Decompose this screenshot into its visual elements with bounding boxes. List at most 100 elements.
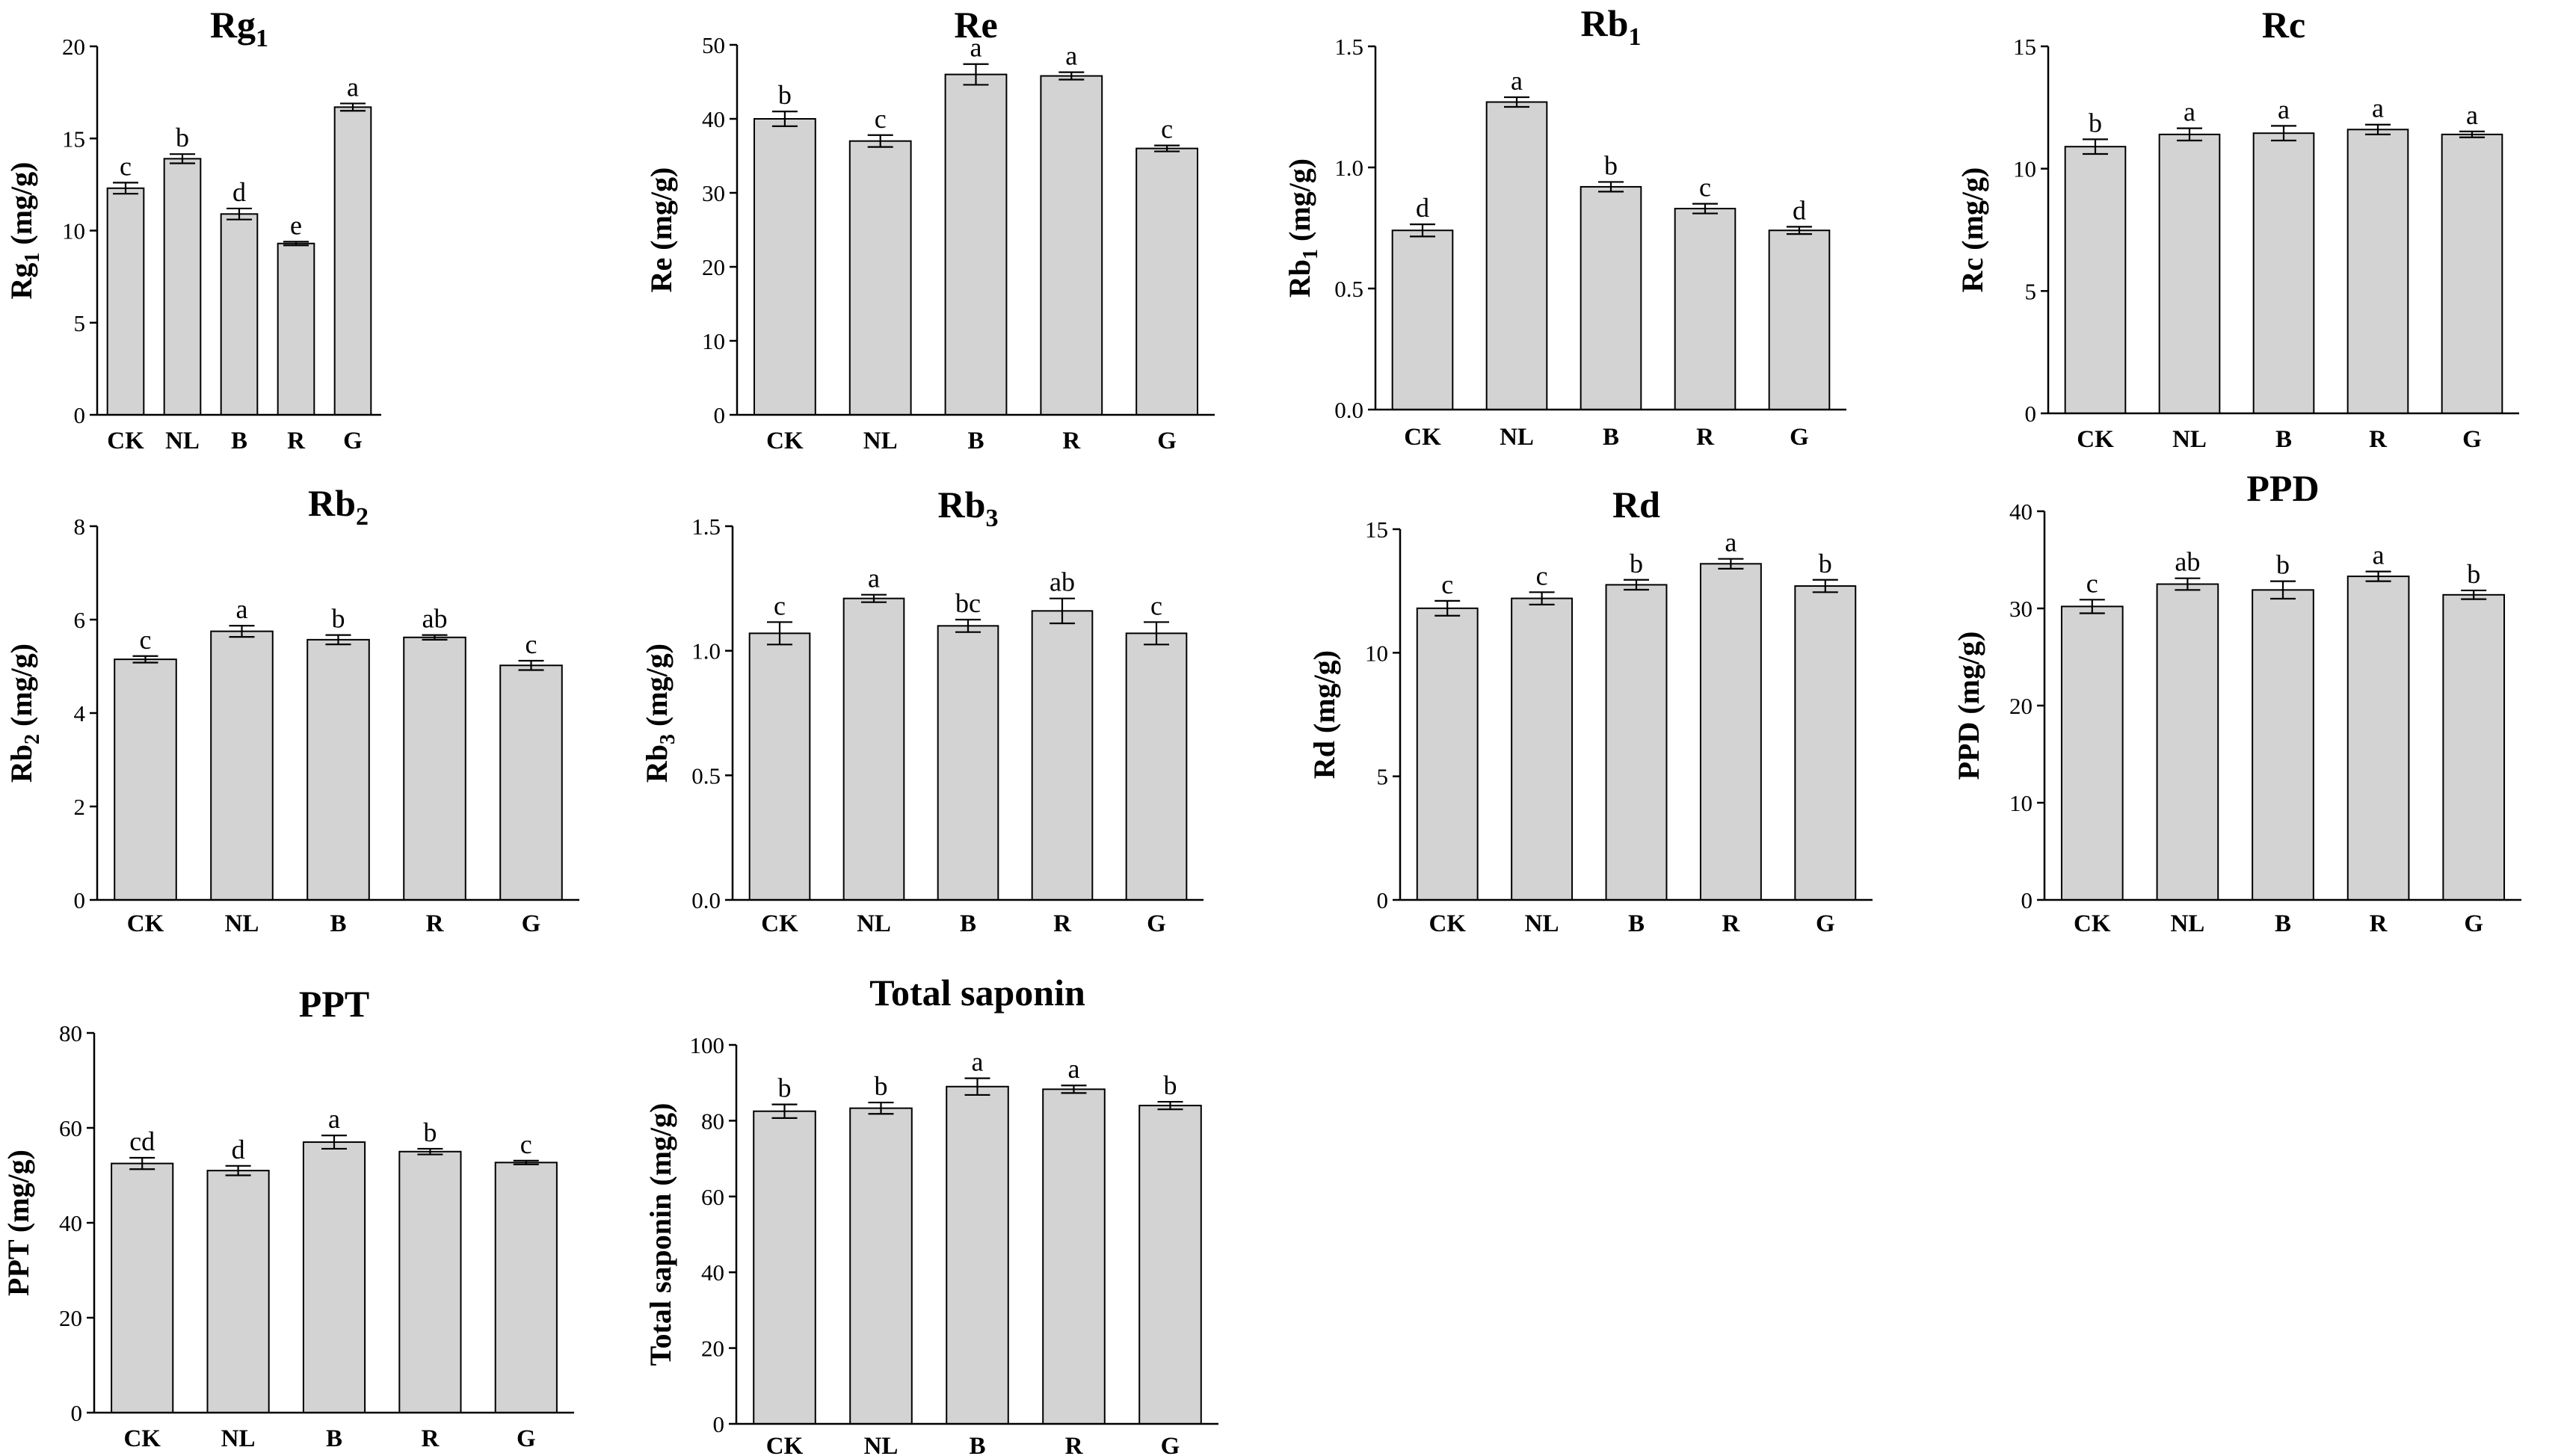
rb1-bar-g <box>1768 229 1831 410</box>
rb3-bar-b <box>937 625 999 901</box>
rg1-ytick-label: 5 <box>74 310 86 336</box>
ppd-title: PPD <box>2246 467 2319 509</box>
ppd-ylabel: PPD (mg/g) <box>1952 632 1985 780</box>
rg1-ytick-label: 0 <box>74 402 86 428</box>
rb2-errorbar-r <box>422 634 448 641</box>
ppt-bar-ck <box>111 1162 174 1413</box>
rb3-ylabel: Rb3 (mg/g) <box>640 644 679 783</box>
ppd-ytick-label: 0 <box>2021 887 2033 913</box>
rb2-bar-b <box>306 638 370 901</box>
rb3-bar-nl <box>842 597 905 901</box>
rb1-xtick-r: R <box>1696 424 1715 451</box>
rb2-xtick-b: B <box>330 910 346 937</box>
rb1-xtick-nl: NL <box>1500 424 1534 451</box>
re-errorbar-g <box>1154 144 1180 152</box>
rb1-ytick-label: 1.5 <box>1334 34 1363 60</box>
rb3-sig-nl: a <box>868 564 880 593</box>
ppt-errorbar-nl <box>225 1165 251 1176</box>
re-bar-b <box>944 73 1008 416</box>
re-errorbar-r <box>1058 71 1085 81</box>
re-bar-nl <box>848 140 912 416</box>
rd-bar-nl <box>1511 597 1574 901</box>
ppt-ytick-label: 20 <box>59 1305 82 1331</box>
ppt-ytick-label: 40 <box>59 1210 82 1236</box>
ppd-errorbar-nl <box>2175 577 2201 591</box>
rb3-sig-ck: c <box>774 590 786 620</box>
chart-ppd: PPD PPD (mg/g) c CK ab NL b Ba Rb G 0 10 20 30 40 <box>1952 467 2521 937</box>
rg1-sig-ck: c <box>120 151 132 181</box>
total-saponin-errorbar-nl <box>868 1101 894 1115</box>
rd-errorbar-nl <box>1529 591 1555 605</box>
re-sig-b: a <box>970 33 982 63</box>
rb3-xtick-r: R <box>1053 910 1072 937</box>
re-errorbar-b <box>963 63 989 86</box>
rg1-title: Rg1 <box>210 4 268 52</box>
re-bar-r <box>1040 75 1103 416</box>
rb2-sig-nl: a <box>236 594 248 624</box>
total-saponin-errorbar-r <box>1061 1085 1087 1094</box>
rb1-errorbar-b <box>1598 181 1624 193</box>
ppd-xtick-r: R <box>2370 910 2388 937</box>
rg1-xtick-nl: NL <box>165 428 200 454</box>
ppd-xtick-nl: NL <box>2170 910 2204 937</box>
rb3-sig-r: ab <box>1050 567 1075 597</box>
rb1-sig-nl: a <box>1511 66 1523 96</box>
total-saponin-sig-g: b <box>1164 1070 1177 1100</box>
rg1-bar-nl <box>163 158 202 416</box>
rd-sig-nl: c <box>1536 561 1548 590</box>
rb1-bar-nl <box>1485 101 1548 411</box>
rg1-ytick-label: 15 <box>62 126 85 152</box>
rc-title: Rc <box>2262 4 2305 46</box>
re-ytick-label: 20 <box>702 254 725 280</box>
rd-errorbar-b <box>1624 579 1649 591</box>
re-ytick-label: 30 <box>702 180 725 206</box>
rg1-errorbar-r <box>283 241 309 247</box>
rc-errorbar-g <box>2459 130 2485 138</box>
rc-errorbar-r <box>2365 123 2391 135</box>
rb1-bar-ck <box>1391 229 1454 410</box>
ppt-xtick-nl: NL <box>221 1425 256 1452</box>
rc-sig-b: a <box>2278 94 2290 124</box>
rc-xtick-b: B <box>2275 426 2292 453</box>
ppd-ytick-label: 30 <box>2009 596 2033 622</box>
rg1-errorbar-nl <box>170 153 195 164</box>
ppt-title: PPT <box>299 983 369 1025</box>
rg1-xtick-r: R <box>287 428 306 454</box>
rc-ylabel: Rc (mg/g) <box>1956 167 1989 293</box>
rb3-bar-r <box>1031 610 1094 901</box>
total-saponin-bar-r <box>1042 1088 1106 1425</box>
rd-ytick-label: 5 <box>1377 764 1389 790</box>
rd-ylabel: Rd (mg/g) <box>1307 650 1341 779</box>
rc-sig-g: a <box>2466 100 2478 130</box>
ppt-ytick-label: 60 <box>59 1115 82 1141</box>
ppd-ytick-label: 20 <box>2009 693 2033 719</box>
ppt-ytick-label: 0 <box>71 1400 83 1426</box>
chart-rc: Rc Rc (mg/g) b CK a NL a Ba Ra G 0 5 10 15 <box>1956 4 2519 453</box>
rb3-errorbar-b <box>955 618 981 633</box>
rd-ytick-label: 0 <box>1377 887 1389 913</box>
total-saponin-xtick-nl: NL <box>864 1433 899 1456</box>
rb3-sig-g: c <box>1150 590 1162 620</box>
rg1-bar-b <box>220 213 259 416</box>
rb2-ytick-label: 6 <box>74 607 86 633</box>
rb1-ytick-label: 0.0 <box>1334 397 1363 423</box>
total-saponin-errorbar-ck <box>771 1103 798 1119</box>
rb1-ylabel: Rb1 (mg/g) <box>1283 158 1322 297</box>
rd-bar-ck <box>1416 607 1479 901</box>
ppd-sig-b: b <box>2276 550 2290 580</box>
total-saponin-sig-ck: b <box>778 1073 792 1103</box>
rb1-ytick-label: 0.5 <box>1334 276 1363 302</box>
ppt-sig-g: c <box>520 1129 532 1159</box>
rb3-bar-g <box>1125 632 1188 901</box>
total-saponin-ytick-label: 80 <box>701 1108 724 1134</box>
ppt-sig-ck: cd <box>129 1126 155 1156</box>
rb2-ytick-label: 0 <box>74 887 86 913</box>
rd-bar-g <box>1794 585 1857 901</box>
rb2-errorbar-ck <box>132 655 158 664</box>
rc-xtick-nl: NL <box>2172 426 2207 453</box>
re-bar-g <box>1135 147 1198 416</box>
re-sig-g: c <box>1161 114 1173 144</box>
rc-xtick-g: G <box>2462 426 2482 453</box>
ppt-errorbar-g <box>513 1159 539 1165</box>
rd-ytick-label: 15 <box>1365 516 1388 543</box>
